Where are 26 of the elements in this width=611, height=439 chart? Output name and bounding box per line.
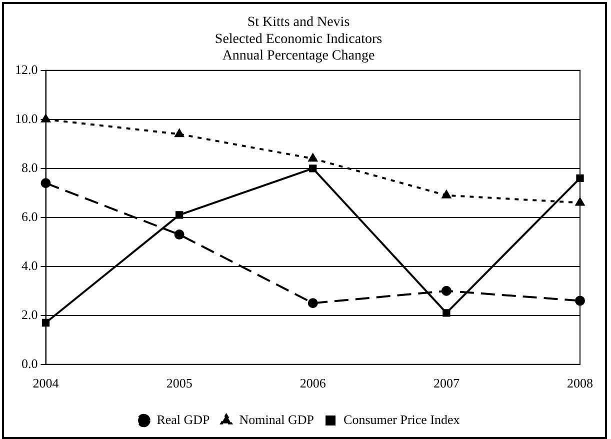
- y-tick-label: 8.0: [22, 160, 38, 175]
- y-tick-label: 10.0: [15, 110, 38, 126]
- x-tick-label: 2008: [567, 376, 593, 391]
- x-tick-label: 2007: [433, 376, 460, 391]
- y-tick-label: 0.0: [22, 356, 38, 371]
- point: [442, 309, 450, 317]
- x-tick-label: 2004: [32, 376, 60, 391]
- legend-label: Nominal GDP: [239, 412, 314, 427]
- legend-label: Consumer Price Index: [344, 412, 460, 427]
- point: [442, 190, 451, 198]
- point: [309, 164, 317, 172]
- y-tick-label: 4.0: [22, 258, 38, 273]
- point: [174, 129, 184, 138]
- point: [576, 174, 584, 182]
- chart-title: St Kitts and Nevis Selected Economic Indicators Annual Percentage Change: [214, 15, 382, 64]
- x-tick-label: 2005: [166, 376, 192, 391]
- x-tick-label: 2006: [300, 376, 326, 391]
- y-tick-label: 6.0: [22, 208, 38, 224]
- point: [308, 298, 318, 308]
- legend-label: Real GDP: [156, 412, 210, 427]
- y-tick-label: 2.0: [22, 306, 38, 322]
- point: [175, 211, 184, 219]
- point: [308, 154, 318, 162]
- point: [441, 286, 452, 296]
- point: [174, 230, 184, 240]
- y-tick-label: 12.0: [15, 62, 38, 77]
